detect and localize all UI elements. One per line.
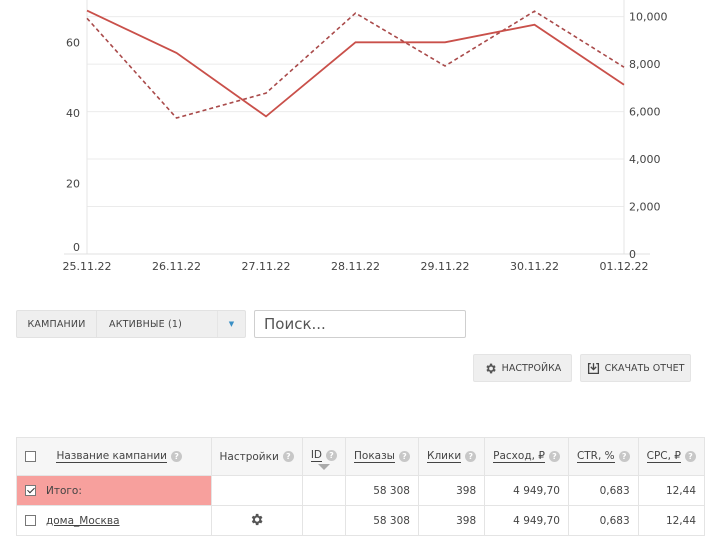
x-axis-ticks: 25.11.22 26.11.22 27.11.22 28.11.22 29.11.22… (63, 260, 649, 273)
total-checkbox[interactable] (25, 485, 36, 496)
select-all-checkbox[interactable] (25, 451, 36, 462)
sort-by-clicks[interactable]: Клики (426, 450, 462, 464)
row-ctr: 0,683 (567, 505, 639, 536)
sort-by-name[interactable]: Название кампании (56, 450, 168, 464)
total-clicks: 398 (417, 475, 486, 506)
help-icon[interactable]: ? (548, 450, 560, 462)
header-ctr: CTR, %? (567, 437, 639, 476)
left-axis-tick: 0 (73, 241, 80, 254)
performance-chart: 0 20 40 60 0 2,000 4,000 6,000 8,000 10,000 25.1… (63, 0, 668, 273)
right-axis-tick: 2,000 (629, 201, 661, 214)
help-icon[interactable]: ? (326, 449, 337, 461)
left-axis-tick: 60 (66, 36, 80, 49)
left-axis-ticks: 0 20 40 60 (66, 36, 80, 254)
x-axis-tick: 29.11.22 (421, 260, 470, 273)
filter-campaigns-label[interactable]: КАМПАНИИ (17, 311, 97, 337)
header-settings: Настройки? (210, 437, 303, 476)
impressions-line (86, 10, 625, 119)
sort-by-spend[interactable]: Расход, ₽ (493, 450, 545, 464)
right-axis-tick: 8,000 (629, 58, 661, 71)
header-cpc: CPC, ₽? (637, 437, 705, 476)
download-report-button[interactable]: СКАЧАТЬ ОТЧЕТ (580, 354, 691, 382)
x-axis-tick: 28.11.22 (331, 260, 380, 273)
x-axis-tick: 25.11.22 (63, 260, 112, 273)
total-settings (210, 475, 303, 506)
row-cpc: 12,44 (637, 505, 705, 536)
row-id (301, 505, 347, 536)
right-axis-ticks: 0 2,000 4,000 6,000 8,000 10,000 (629, 11, 668, 261)
header-clicks: Клики? (417, 437, 486, 476)
row-impressions: 58 308 (345, 505, 419, 536)
header-spend: Расход, ₽? (484, 437, 569, 476)
help-icon[interactable]: ? (465, 450, 477, 462)
right-axis-tick: 10,000 (629, 11, 668, 24)
total-impressions: 58 308 (345, 475, 419, 506)
header-id: ID? (301, 437, 347, 476)
campaign-filter[interactable]: КАМПАНИИ АКТИВНЫЕ (1) ▼ (16, 310, 246, 338)
gear-icon (486, 363, 496, 373)
help-icon[interactable]: ? (398, 450, 410, 462)
row-checkbox[interactable] (25, 515, 36, 526)
campaigns-table: Название кампании? Настройки? ID? Показы… (16, 437, 705, 536)
total-name-cell: Итого: (16, 475, 212, 506)
download-icon (587, 362, 599, 374)
filter-status-value[interactable]: АКТИВНЫЕ (1) (109, 318, 183, 330)
total-label: Итого: (46, 484, 82, 497)
total-cpc: 12,44 (637, 475, 705, 506)
help-icon[interactable]: ? (618, 450, 630, 462)
row-spend: 4 949,70 (484, 505, 569, 536)
help-icon[interactable]: ? (685, 450, 696, 462)
settings-button[interactable]: НАСТРОЙКА (473, 354, 572, 382)
total-row: Итого: 58 308 398 4 949,70 0,683 12,44 (16, 475, 705, 506)
download-button-label: СКАЧАТЬ ОТЧЕТ (604, 362, 685, 374)
help-icon[interactable]: ? (171, 450, 183, 462)
row-clicks: 398 (417, 505, 486, 536)
gear-icon[interactable] (249, 512, 264, 527)
header-impressions: Показы? (345, 437, 419, 476)
right-axis-tick: 4,000 (629, 153, 661, 166)
clicks-line (86, 9, 625, 118)
settings-button-label: НАСТРОЙКА (501, 362, 562, 374)
campaign-name-cell: дома_Москва (16, 505, 212, 536)
row-settings-cell (210, 505, 303, 536)
chart-gridlines (64, 0, 650, 255)
x-axis-tick: 26.11.22 (152, 260, 201, 273)
table-header-row: Название кампании? Настройки? ID? Показы… (16, 437, 705, 476)
sort-by-impressions[interactable]: Показы (354, 450, 395, 464)
sort-by-id[interactable]: ID (310, 449, 322, 463)
x-axis-tick: 27.11.22 (242, 260, 291, 273)
right-axis-tick: 6,000 (629, 106, 661, 119)
x-axis-tick: 30.11.22 (510, 260, 559, 273)
table-row: дома_Москва 58 308 398 4 949,70 0,683 12… (16, 505, 705, 536)
x-axis-tick: 01.12.22 (600, 260, 649, 273)
sort-by-cpc[interactable]: CPC, ₽ (646, 450, 681, 464)
header-name: Название кампании? (16, 437, 212, 476)
search-input[interactable] (254, 310, 466, 338)
help-icon[interactable]: ? (282, 451, 294, 462)
dropdown-arrow-icon[interactable]: ▼ (217, 311, 245, 337)
total-id (301, 475, 347, 506)
sort-desc-icon[interactable] (317, 463, 330, 470)
total-ctr: 0,683 (567, 475, 639, 506)
left-axis-tick: 20 (66, 177, 80, 190)
sort-by-ctr[interactable]: CTR, % (576, 450, 615, 464)
right-axis-tick: 0 (629, 248, 636, 261)
left-axis-tick: 40 (66, 107, 80, 120)
total-spend: 4 949,70 (484, 475, 569, 506)
campaign-link[interactable]: дома_Москва (46, 514, 120, 527)
